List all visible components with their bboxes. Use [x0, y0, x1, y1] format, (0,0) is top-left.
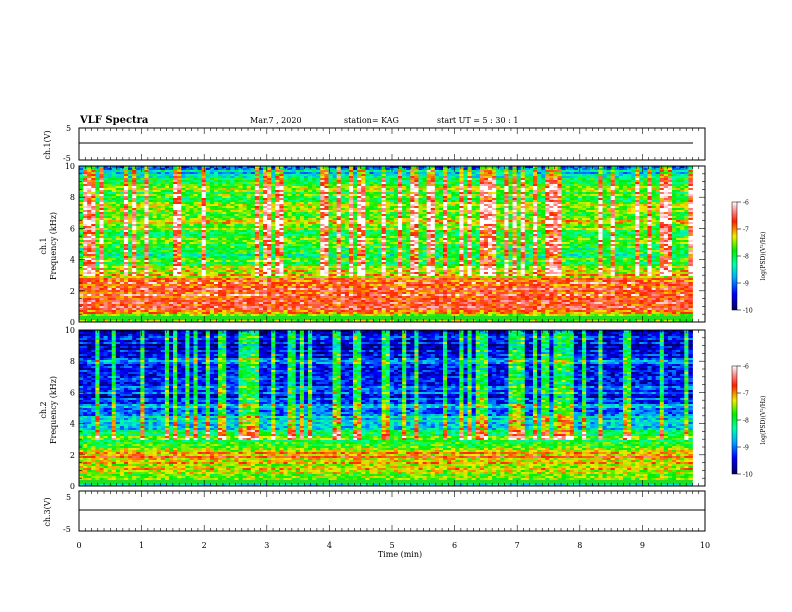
figure-title: VLF Spectra [79, 115, 149, 126]
ch1-waveform-ylabel: ch.1(V) [43, 130, 52, 159]
ch1-waveform-ticks [79, 128, 705, 160]
ch1-spectrogram-image [79, 166, 693, 322]
ch1-ytick-top: 5 [66, 124, 71, 133]
ch1-waveform-panel: 5 -5 ch.1(V) [43, 124, 705, 163]
date-label: Mar.7 , 2020 [250, 116, 302, 125]
start-time-label: start UT = 5 : 30 : 1 [437, 116, 518, 125]
station-label: station= KAG [344, 116, 399, 125]
